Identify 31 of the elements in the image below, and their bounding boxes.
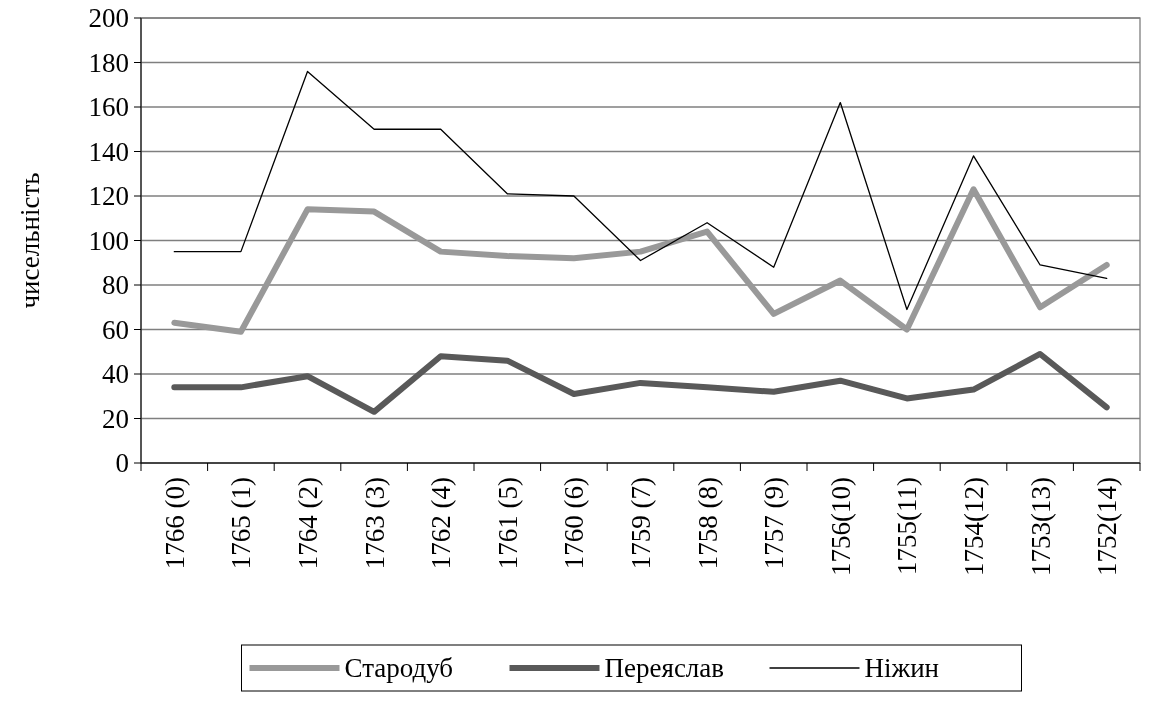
x-tick-label: 1760 (6)	[559, 477, 590, 570]
y-tick-label: 0	[115, 448, 129, 479]
x-tick-label: 1765 (1)	[226, 477, 257, 570]
x-tick-label: 1753(13)	[1025, 477, 1056, 576]
x-tick-label: 1757 (9)	[759, 477, 790, 570]
y-tick-label: 20	[102, 403, 129, 434]
x-tick-label: 1763 (3)	[359, 477, 390, 570]
x-tick-label: 1752(14)	[1092, 477, 1123, 576]
y-tick-label: 200	[88, 3, 129, 34]
legend-label: Ніжин	[864, 653, 940, 684]
y-tick-label: 180	[88, 47, 129, 78]
legend-label: Переяслав	[604, 653, 725, 684]
x-tick-label: 1766 (0)	[159, 477, 190, 570]
y-axis-title: чисельність	[15, 172, 46, 309]
x-tick-label: 1755(11)	[892, 477, 923, 575]
y-tick-label: 100	[88, 225, 129, 256]
x-tick-label: 1756(10)	[825, 477, 856, 576]
x-tick-label: 1754(12)	[958, 477, 989, 576]
line-series	[173, 70, 1108, 311]
x-tick-label: 1764 (2)	[292, 477, 323, 570]
y-tick-label: 120	[88, 181, 129, 212]
x-tick-label: 1762 (4)	[426, 477, 457, 570]
y-tick-label: 140	[88, 136, 129, 167]
y-tick-label: 160	[88, 92, 129, 123]
y-tick-label: 60	[102, 314, 129, 345]
y-tick-label: 40	[102, 359, 129, 390]
x-tick-label: 1761 (5)	[492, 477, 523, 570]
x-tick-label: 1759 (7)	[625, 477, 656, 570]
y-tick-label: 80	[102, 270, 129, 301]
legend-label: Стародуб	[344, 653, 454, 684]
x-tick-label: 1758 (8)	[692, 477, 723, 570]
